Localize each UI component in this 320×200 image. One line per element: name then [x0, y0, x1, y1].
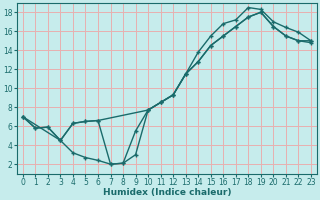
X-axis label: Humidex (Indice chaleur): Humidex (Indice chaleur) — [103, 188, 231, 197]
